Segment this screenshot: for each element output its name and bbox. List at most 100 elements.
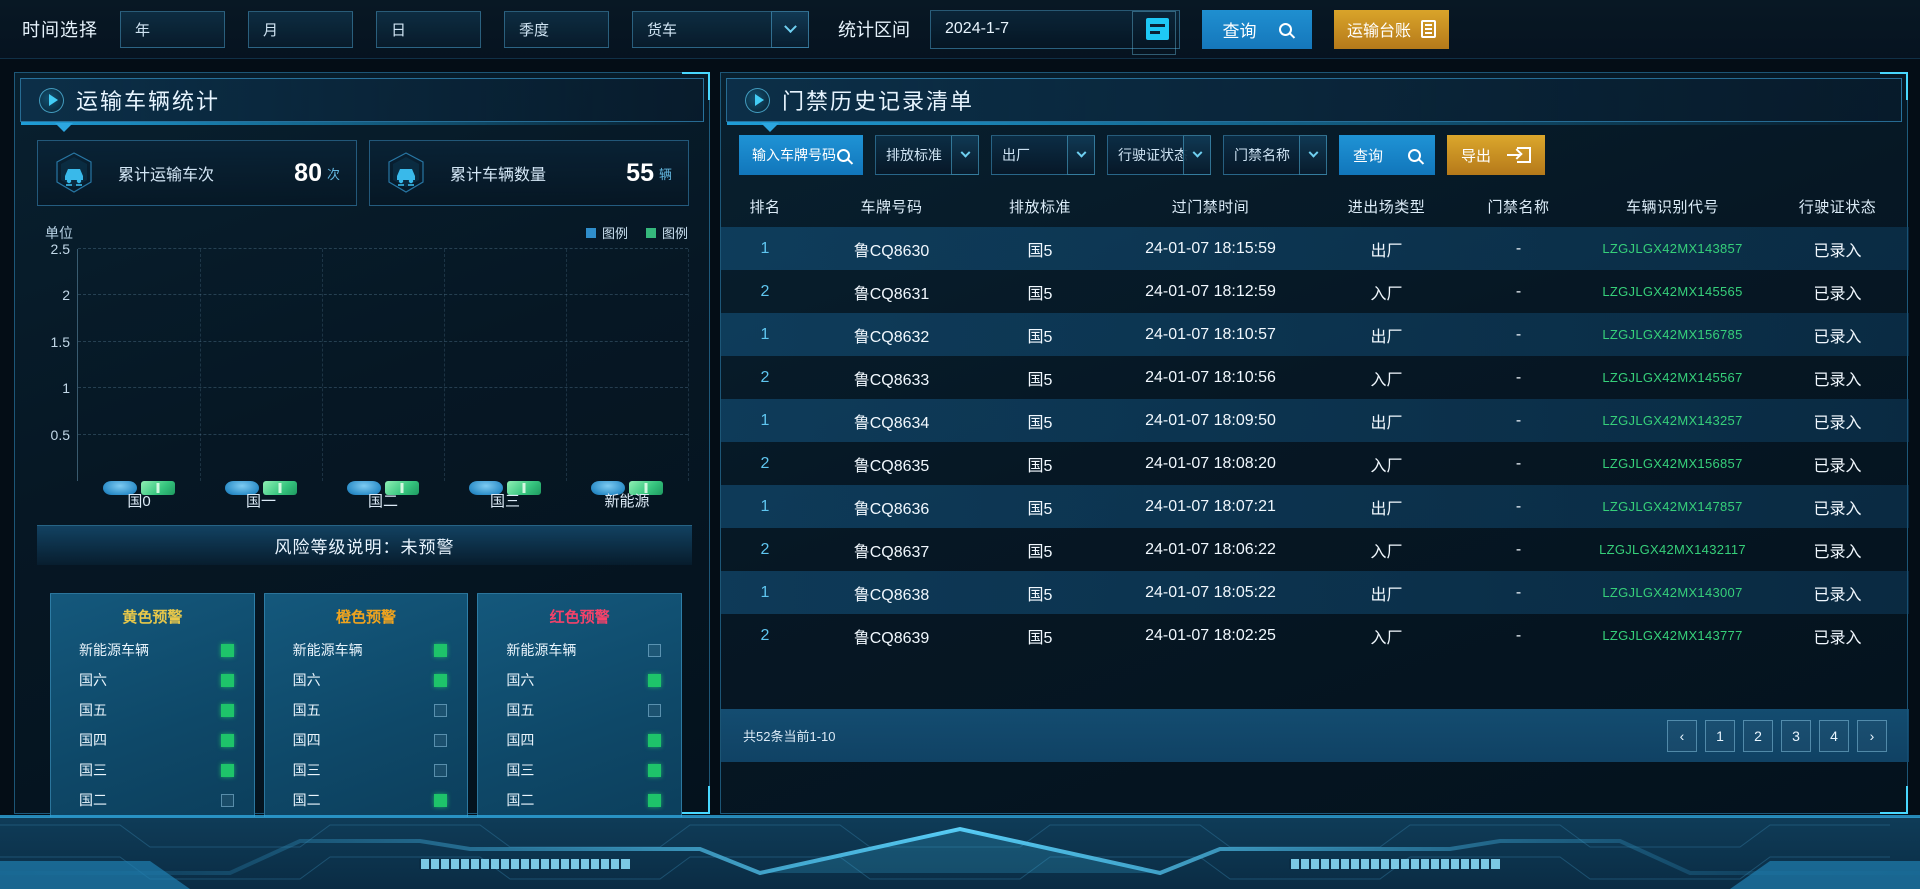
column-header[interactable]: 车牌号码	[860, 198, 923, 216]
warning-row-label: 国六	[79, 672, 107, 688]
export-button[interactable]: 导出	[1447, 135, 1545, 175]
warning-checkbox[interactable]	[648, 643, 662, 657]
pagination-page-4[interactable]: 4	[1819, 719, 1849, 752]
pagination-page-1[interactable]: 1	[1705, 719, 1735, 752]
column-header[interactable]: 车辆识别代号	[1625, 198, 1719, 216]
table-query-button[interactable]: 查询	[1339, 135, 1435, 175]
transport-vehicle-stats-panel: 运输车辆统计 累计运输车次 80 次 累计车辆数量 55 辆 单位 图例 图例 0.5 1 1.…	[14, 72, 710, 883]
chevron-down-icon[interactable]	[1183, 135, 1211, 175]
filter-emission-standard[interactable]: 排放标准	[875, 135, 979, 175]
table-row[interactable]: 2 鲁CQ8639 国5 24-01-07 18:02:25 入厂 - LZGJLGX42M…	[721, 614, 1909, 657]
warning-checkbox[interactable]	[648, 733, 662, 747]
warning-checkbox[interactable]	[220, 733, 234, 747]
column-header[interactable]: 行驶证状态	[1798, 198, 1877, 216]
cell-plate: 鲁CQ8639	[853, 629, 930, 647]
warning-row[interactable]: 国四	[478, 725, 681, 755]
selector-month[interactable]: 月	[248, 10, 353, 48]
query-button[interactable]: 查询	[1202, 9, 1312, 49]
search-icon	[837, 148, 850, 162]
cell-status: 已录入	[1813, 285, 1862, 303]
column-header[interactable]: 门禁名称	[1487, 198, 1550, 216]
transport-ledger-button[interactable]: 运输台账	[1334, 9, 1449, 49]
pagination-page-2[interactable]: 2	[1743, 719, 1773, 752]
table-row[interactable]: 2 鲁CQ8637 国5 24-01-07 18:06:22 入厂 - LZGJLGX42M…	[721, 528, 1909, 571]
warning-checkbox[interactable]	[220, 643, 234, 657]
cell-time: 24-01-07 18:10:56	[1145, 368, 1276, 386]
cell-status: 已录入	[1813, 543, 1862, 561]
warning-row[interactable]: 新能源车辆	[51, 635, 254, 665]
warning-row[interactable]: 国六	[478, 665, 681, 695]
table-row[interactable]: 1 鲁CQ8632 国5 24-01-07 18:10:57 出厂 - LZGJLGX42M…	[721, 313, 1909, 356]
warning-row[interactable]: 国三	[51, 755, 254, 785]
cell-rank: 1	[760, 583, 770, 601]
warning-row[interactable]: 国六	[51, 665, 254, 695]
chevron-down-icon[interactable]	[951, 135, 979, 175]
date-range-input[interactable]: 2024-1-7	[930, 9, 1180, 55]
warning-row[interactable]: 国四	[265, 725, 468, 755]
chevron-down-icon[interactable]	[1067, 135, 1095, 175]
warning-checkbox[interactable]	[434, 643, 448, 657]
selector-day[interactable]: 日	[376, 10, 481, 48]
warning-row[interactable]: 国二	[51, 785, 254, 815]
pagination-next[interactable]: ›	[1857, 719, 1887, 752]
warning-row[interactable]: 新能源车辆	[478, 635, 681, 665]
warning-card-title: 橙色预警	[336, 609, 397, 626]
warning-checkbox[interactable]	[648, 673, 662, 687]
calendar-icon[interactable]	[1132, 10, 1176, 55]
y-axis-tick: 2	[62, 287, 70, 304]
warning-checkbox[interactable]	[434, 733, 448, 747]
pagination-page-3[interactable]: 3	[1781, 719, 1811, 752]
warning-row[interactable]: 国五	[478, 695, 681, 725]
legend-item-1[interactable]: 图例	[585, 223, 628, 242]
column-header[interactable]: 进出场类型	[1347, 198, 1426, 216]
selector-quarter[interactable]: 季度	[504, 10, 609, 48]
table-row[interactable]: 2 鲁CQ8631 国5 24-01-07 18:12:59 入厂 - LZGJLGX42M…	[721, 270, 1909, 313]
warning-checkbox[interactable]	[220, 793, 234, 807]
table-row[interactable]: 1 鲁CQ8634 国5 24-01-07 18:09:50 出厂 - LZGJLGX42M…	[721, 399, 1909, 442]
column-header[interactable]: 排放标准	[1008, 198, 1071, 216]
cell-vin: LZGJLGX42MX143777	[1602, 628, 1743, 643]
warning-row[interactable]: 国三	[478, 755, 681, 785]
warning-row[interactable]: 国四	[51, 725, 254, 755]
cell-gate: -	[1515, 282, 1522, 300]
warning-checkbox[interactable]	[648, 763, 662, 777]
chart-legend: 图例 图例	[585, 223, 688, 242]
warning-row[interactable]: 国二	[265, 785, 468, 815]
plate-search-input[interactable]: 输入车牌号码	[739, 135, 863, 175]
selector-year[interactable]: 年	[120, 10, 225, 48]
warning-checkbox[interactable]	[220, 673, 234, 687]
warning-checkbox[interactable]	[648, 703, 662, 717]
gridline-vertical	[688, 249, 689, 481]
filter-gate-name[interactable]: 门禁名称	[1223, 135, 1327, 175]
selector-vehicle-type[interactable]: 货车	[632, 10, 809, 48]
warning-row[interactable]: 国五	[51, 695, 254, 725]
warning-checkbox[interactable]	[220, 703, 234, 717]
chevron-down-icon[interactable]	[771, 10, 809, 48]
table-row[interactable]: 2 鲁CQ8635 国5 24-01-07 18:08:20 入厂 - LZGJLGX42M…	[721, 442, 1909, 485]
table-row[interactable]: 1 鲁CQ8636 国5 24-01-07 18:07:21 出厂 - LZGJLGX42M…	[721, 485, 1909, 528]
warning-checkbox[interactable]	[434, 793, 448, 807]
table-row[interactable]: 1 鲁CQ8630 国5 24-01-07 18:15:59 出厂 - LZGJLGX42M…	[721, 227, 1909, 270]
warning-checkbox[interactable]	[434, 673, 448, 687]
column-header[interactable]: 排名	[749, 198, 781, 216]
legend-item-2[interactable]: 图例	[645, 223, 688, 242]
warning-row[interactable]: 国三	[265, 755, 468, 785]
warning-checkbox[interactable]	[434, 763, 448, 777]
column-header[interactable]: 过门禁时间	[1171, 198, 1250, 216]
warning-row-label: 国四	[292, 732, 321, 748]
cell-type: 入厂	[1370, 543, 1403, 561]
warning-row[interactable]: 国五	[265, 695, 468, 725]
filter-factory[interactable]: 出厂	[991, 135, 1095, 175]
filter-license-status[interactable]: 行驶证状态	[1107, 135, 1211, 175]
warning-row[interactable]: 新能源车辆	[265, 635, 468, 665]
warning-row[interactable]: 国六	[265, 665, 468, 695]
table-row[interactable]: 2 鲁CQ8633 国5 24-01-07 18:10:56 入厂 - LZGJLGX42M…	[721, 356, 1909, 399]
warning-checkbox[interactable]	[434, 703, 448, 717]
warning-row[interactable]: 国二	[478, 785, 681, 815]
warning-card-title: 黄色预警	[122, 609, 183, 626]
warning-checkbox[interactable]	[220, 763, 234, 777]
table-row[interactable]: 1 鲁CQ8638 国5 24-01-07 18:05:22 出厂 - LZGJLGX42M…	[721, 571, 1909, 614]
pagination-prev[interactable]: ‹	[1667, 719, 1697, 752]
warning-checkbox[interactable]	[648, 793, 662, 807]
chevron-down-icon[interactable]	[1299, 135, 1327, 175]
